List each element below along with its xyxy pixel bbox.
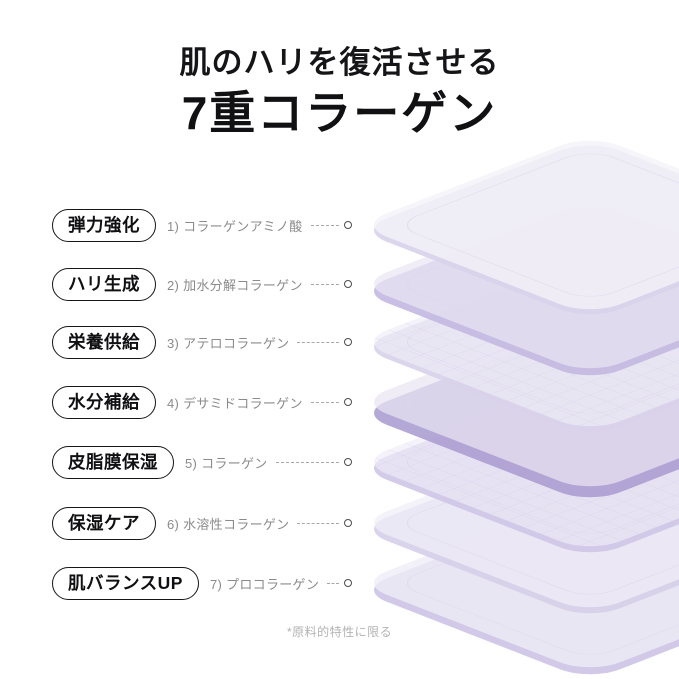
leader-line (275, 461, 339, 463)
benefit-badge: 水分補給 (52, 385, 156, 419)
collagen-row: 水分補給 4) デサミドコラーゲン (52, 385, 352, 419)
connector-dot (344, 398, 352, 406)
collagen-row: 肌バランスUP 7) プロコラーゲン (52, 566, 352, 600)
page-title: 7重コラーゲン (181, 86, 498, 139)
connector-dot (344, 458, 352, 466)
benefit-badge: ハリ生成 (52, 267, 156, 301)
collagen-row: 保湿ケア 6) 水溶性コラーゲン (52, 506, 352, 540)
title-block: 肌のハリを復活させる 7重コラーゲン (0, 44, 679, 138)
collagen-row: 皮脂膜保湿 5) コラーゲン (52, 445, 352, 479)
leader-line (310, 224, 339, 226)
ingredient-label: 5) コラーゲン (185, 455, 268, 471)
benefit-badge: 保湿ケア (52, 506, 156, 540)
ingredient-label: 7) プロコラーゲン (209, 576, 320, 592)
ingredient-label: 2) 加水分解コラーゲン (167, 277, 303, 293)
connector-dot (344, 519, 352, 527)
page-subtitle: 肌のハリを復活させる (179, 45, 500, 80)
ingredient-label: 3) アテロコラーゲン (167, 335, 290, 351)
leader-line (297, 522, 339, 524)
ingredient-label: 4) デサミドコラーゲン (167, 395, 303, 411)
connector-dot (344, 280, 352, 288)
collagen-row: ハリ生成 2) 加水分解コラーゲン (52, 267, 352, 301)
benefit-badge: 皮脂膜保湿 (52, 445, 174, 479)
footnote: *原料的特性に限る (287, 625, 393, 639)
leader-line (310, 401, 339, 403)
leader-line (310, 283, 339, 285)
collagen-sheet-1 (374, 140, 679, 315)
collagen-row: 弾力強化 1) コラーゲンアミノ酸 (52, 208, 352, 242)
connector-dot (344, 579, 352, 587)
connector-dot (344, 221, 352, 229)
leader-line (327, 582, 339, 584)
ingredient-label: 6) 水溶性コラーゲン (167, 516, 290, 532)
connector-dot (344, 338, 352, 346)
benefit-badge: 栄養供給 (52, 325, 156, 359)
collagen-row: 栄養供給 3) アテロコラーゲン (52, 325, 352, 359)
benefit-badge: 弾力強化 (52, 208, 156, 242)
ingredient-label: 1) コラーゲンアミノ酸 (167, 218, 303, 234)
benefit-badge: 肌バランスUP (52, 566, 199, 600)
leader-line (297, 341, 339, 343)
